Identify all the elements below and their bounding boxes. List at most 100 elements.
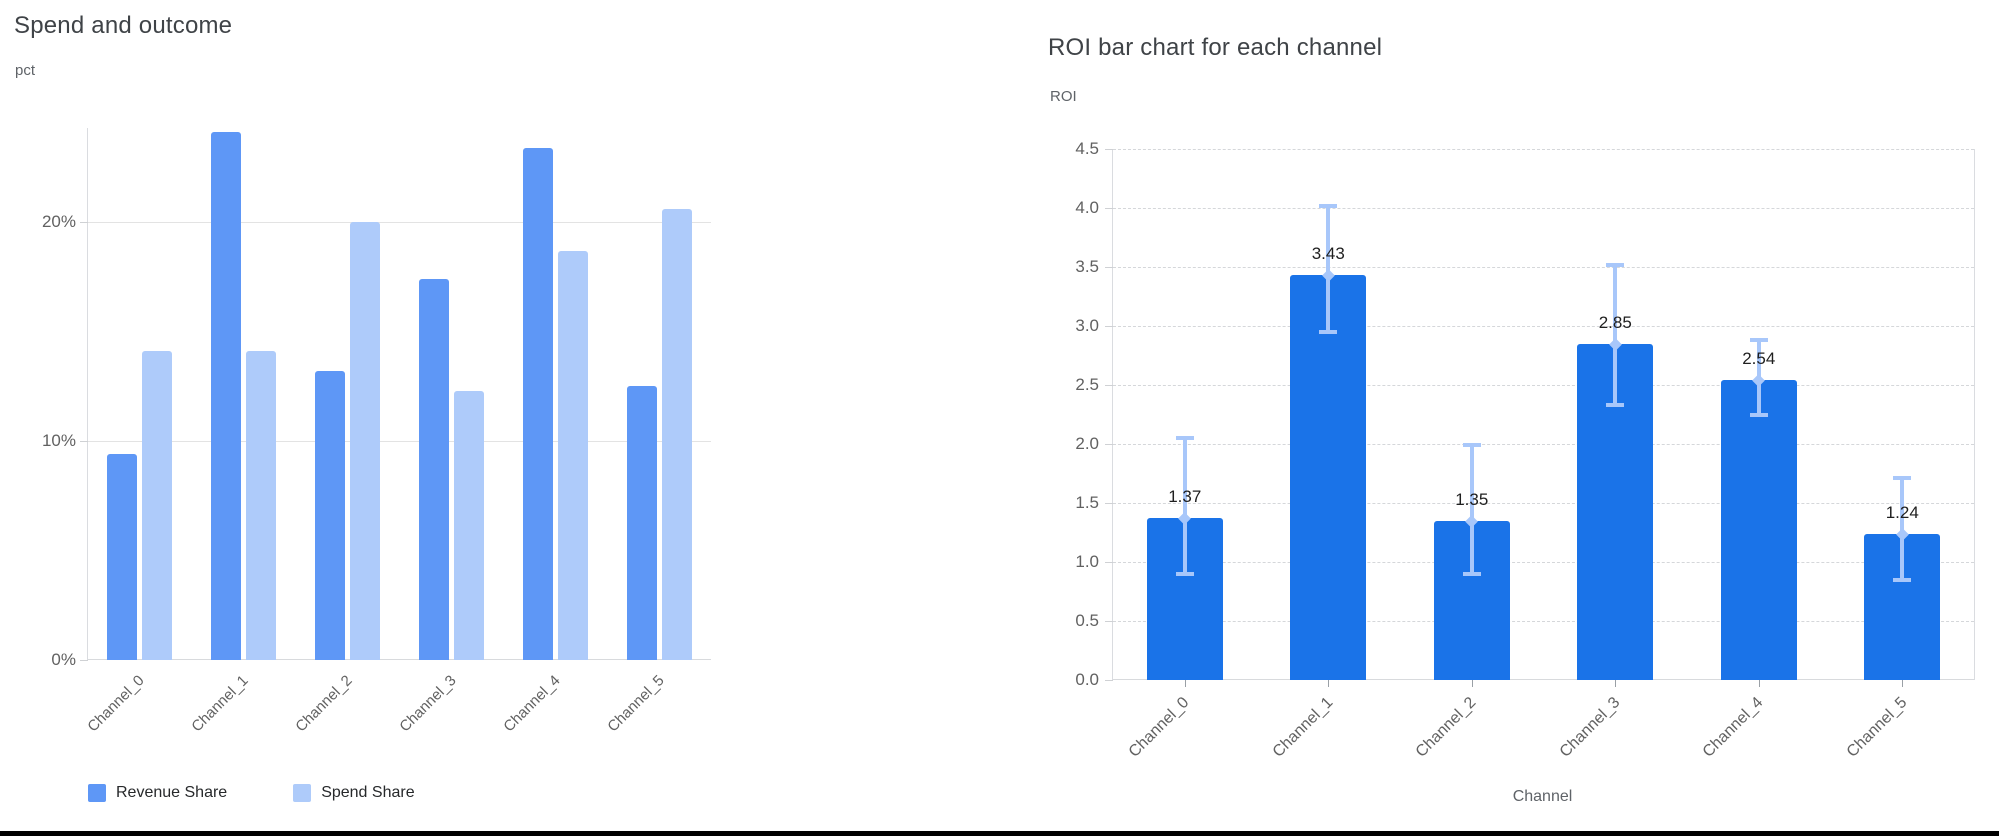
- y-tick-20%: [80, 222, 88, 224]
- y-tick-0%: [80, 660, 88, 661]
- error-bar-cap-top-channel-1: [1319, 203, 1338, 208]
- roi-x-axis-title: Channel: [1512, 788, 1573, 805]
- gridline-1.5: [1113, 503, 1974, 504]
- x-tick-channel-0: [1184, 680, 1186, 687]
- legend-item-revenue-share[interactable]: Revenue Share: [88, 784, 227, 802]
- y-tick-label-4.5: 4.5: [1075, 139, 1099, 158]
- bar-revenue-share-channel-2[interactable]: [315, 371, 346, 660]
- y-tick-4.5: [1105, 149, 1113, 150]
- x-label-channel-4: Channel_4: [1700, 694, 1767, 761]
- bar-value-label-channel-0: 1.37: [1168, 487, 1202, 506]
- y-tick-2.0: [1105, 444, 1113, 445]
- y-tick-label-10%: 10%: [41, 431, 76, 451]
- bar-revenue-share-channel-4[interactable]: [522, 148, 553, 660]
- roi-y-unit-label: ROI: [1050, 88, 1077, 105]
- bar-value-label-channel-3: 2.85: [1598, 313, 1632, 332]
- x-label-channel-5: Channel_5: [603, 672, 668, 736]
- legend-label-spend-share: Spend Share: [321, 784, 415, 801]
- y-tick-label-0.0: 0.0: [1075, 670, 1099, 689]
- gridline-10%: [88, 441, 711, 443]
- gridline-3.5: [1113, 267, 1974, 268]
- gridline-2.5: [1113, 385, 1974, 386]
- y-tick-1.5: [1105, 503, 1113, 504]
- spend-outcome-y-unit-label: pct: [15, 62, 36, 79]
- gridline-0.5: [1113, 621, 1974, 622]
- legend-item-spend-share[interactable]: Spend Share: [293, 784, 415, 802]
- bar-revenue-share-channel-5[interactable]: [626, 386, 657, 660]
- y-tick-1.0: [1105, 562, 1113, 563]
- bar-revenue-share-channel-0[interactable]: [107, 454, 138, 660]
- bar-spend-share-channel-0[interactable]: [142, 351, 173, 660]
- y-tick-3.0: [1105, 326, 1113, 327]
- y-tick-3.5: [1105, 267, 1113, 268]
- y-tick-0.0: [1105, 680, 1113, 681]
- spend-outcome-plot-area: 0% 10% 20% Channel_0 Channel_1 Channel_2 Chann…: [42, 128, 711, 735]
- y-tick-10%: [80, 441, 88, 443]
- y-tick-label-4.0: 4.0: [1075, 198, 1099, 217]
- x-tick-channel-1: [1328, 680, 1330, 687]
- y-tick-label-2.0: 2.0: [1075, 434, 1099, 453]
- x-axis-line: [88, 659, 711, 660]
- error-bar-line-channel-3: [1613, 264, 1618, 406]
- x-label-channel-4: Channel_4: [499, 672, 564, 736]
- y-tick-label-3.0: 3.0: [1075, 316, 1099, 335]
- error-bar-line-channel-0: [1182, 438, 1187, 574]
- error-bar-cap-top-channel-0: [1175, 436, 1194, 441]
- error-bar-cap-bottom-channel-0: [1175, 571, 1194, 576]
- gridline-20%: [88, 222, 711, 224]
- gridline-1.0: [1113, 562, 1974, 563]
- spend-outcome-title: Spend and outcome: [14, 12, 233, 39]
- error-bar-cap-bottom-channel-5: [1893, 577, 1912, 582]
- x-tick-channel-5: [1902, 680, 1904, 687]
- error-bar-cap-top-channel-5: [1893, 476, 1912, 481]
- bar-spend-share-channel-2[interactable]: [350, 222, 381, 660]
- x-axis-line: [1113, 679, 1974, 680]
- error-bar-cap-bottom-channel-3: [1606, 403, 1625, 408]
- bar-roi-channel-1[interactable]: [1290, 275, 1367, 680]
- y-tick-4.0: [1105, 208, 1113, 209]
- bar-group-channel-5: [607, 128, 711, 660]
- error-bar-line-channel-2: [1469, 445, 1474, 574]
- bar-spend-share-channel-5[interactable]: [661, 209, 692, 660]
- bar-group-channel-0: [88, 128, 192, 660]
- bar-value-label-channel-1: 3.43: [1311, 244, 1345, 263]
- bar-spend-share-channel-4[interactable]: [557, 251, 588, 660]
- error-bar-cap-bottom-channel-4: [1749, 412, 1768, 417]
- roi-plot-area: 0.0 0.5 1.0 1.5 2.0 2.5 3.0 3.5 4.0 4.5 1.37 Channe…: [1075, 139, 1975, 761]
- spend-outcome-legend: Revenue Share Spend Share: [88, 784, 415, 802]
- bar-revenue-share-channel-1[interactable]: [211, 132, 242, 660]
- gridline-4.5: [1113, 149, 1974, 150]
- legend-label-revenue-share: Revenue Share: [116, 784, 228, 801]
- bar-revenue-share-channel-3[interactable]: [418, 279, 449, 660]
- x-label-channel-2: Channel_2: [1413, 694, 1480, 761]
- y-tick-label-2.5: 2.5: [1075, 375, 1099, 394]
- x-tick-channel-3: [1615, 680, 1617, 687]
- bar-value-label-channel-5: 1.24: [1885, 503, 1919, 522]
- bar-value-label-channel-2: 1.35: [1455, 490, 1489, 509]
- x-label-channel-1: Channel_1: [188, 672, 252, 736]
- bar-value-label-channel-4: 2.54: [1742, 349, 1776, 368]
- x-label-channel-2: Channel_2: [292, 672, 356, 736]
- bar-spend-share-channel-3[interactable]: [453, 391, 484, 660]
- error-bar-cap-top-channel-2: [1462, 443, 1481, 448]
- legend-swatch-revenue-share: [88, 784, 106, 802]
- bar-roi-channel-4[interactable]: [1720, 380, 1797, 680]
- bar-group-channel-4: [503, 128, 607, 660]
- y-tick-label-0%: 0%: [51, 650, 76, 669]
- error-bar-cap-top-channel-4: [1749, 338, 1768, 343]
- error-bar-cap-bottom-channel-2: [1462, 571, 1481, 576]
- x-tick-channel-4: [1758, 680, 1760, 687]
- x-label-channel-3: Channel_3: [1556, 694, 1624, 761]
- bar-group-channel-2: [296, 128, 400, 660]
- y-tick-label-3.5: 3.5: [1075, 257, 1099, 276]
- gridline-2.0: [1113, 444, 1974, 445]
- bar-spend-share-channel-1[interactable]: [246, 351, 277, 660]
- x-label-channel-5: Channel_5: [1843, 694, 1911, 761]
- bar-group-channel-3: [400, 128, 504, 660]
- x-label-channel-3: Channel_3: [396, 672, 460, 736]
- bar-group-channel-1: [192, 128, 296, 660]
- x-label-channel-0: Channel_0: [1126, 694, 1193, 761]
- error-bar-cap-bottom-channel-1: [1319, 329, 1338, 334]
- bottom-window-edge: [0, 831, 1999, 836]
